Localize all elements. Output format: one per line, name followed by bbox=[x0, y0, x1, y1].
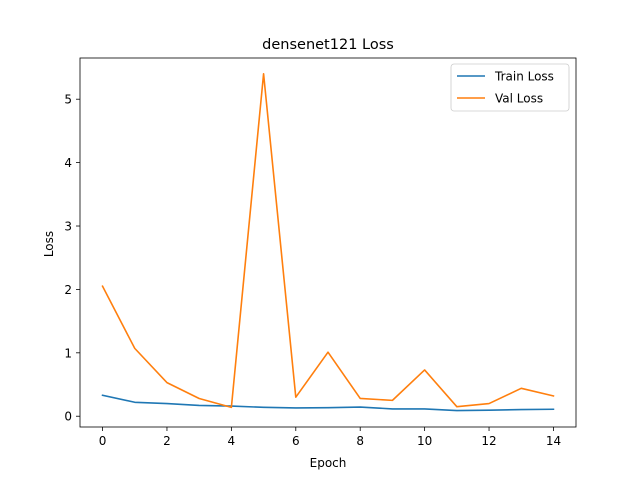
x-tick-label: 6 bbox=[292, 434, 300, 448]
chart-title: densenet121 Loss bbox=[262, 37, 394, 53]
x-axis-label: Epoch bbox=[310, 456, 347, 470]
x-tick-label: 4 bbox=[228, 434, 236, 448]
x-tick-label: 12 bbox=[481, 434, 496, 448]
x-tick-label: 14 bbox=[546, 434, 561, 448]
legend-label-train-loss: Train Loss bbox=[494, 70, 554, 84]
y-tick-label: 4 bbox=[64, 156, 72, 170]
y-tick-label: 2 bbox=[64, 283, 72, 297]
y-tick-label: 5 bbox=[64, 93, 72, 107]
y-axis-label: Loss bbox=[42, 231, 56, 257]
x-tick-label: 2 bbox=[163, 434, 171, 448]
y-tick-label: 3 bbox=[64, 220, 72, 234]
x-tick-label: 0 bbox=[99, 434, 107, 448]
y-tick-label: 0 bbox=[64, 410, 72, 424]
y-tick-label: 1 bbox=[64, 346, 72, 360]
x-tick-label: 8 bbox=[356, 434, 364, 448]
legend-label-val-loss: Val Loss bbox=[495, 92, 543, 106]
x-tick-label: 10 bbox=[417, 434, 432, 448]
legend: Train Loss Val Loss bbox=[451, 64, 569, 111]
